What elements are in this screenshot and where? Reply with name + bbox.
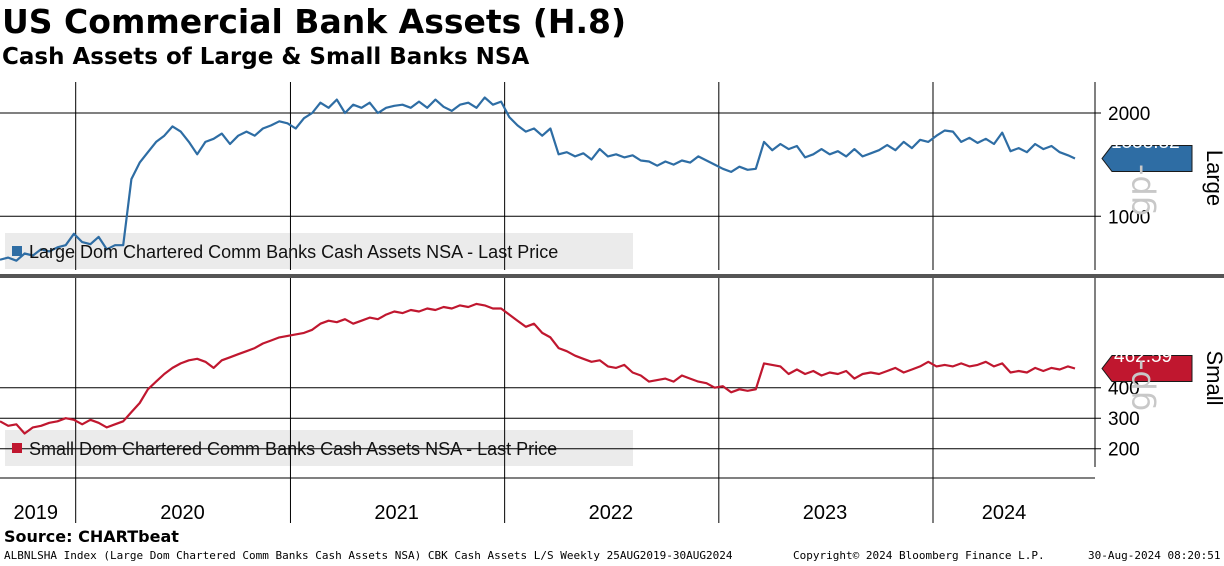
small-panel-label: Small [1202, 350, 1224, 405]
panel-divider [0, 274, 1224, 278]
large-legend-box [5, 233, 633, 269]
small-legend-text: Small Dom Chartered Comm Banks Cash Asse… [29, 439, 557, 459]
x-tick-label-2023: 2023 [803, 502, 848, 524]
x-tick-label-2024: 2024 [982, 502, 1027, 524]
large-last-value-flag [1101, 145, 1193, 173]
source-note: Source: CHARTbeat [4, 527, 179, 546]
x-tick-label-2021: 2021 [374, 502, 419, 524]
page-subtitle: Cash Assets of Large & Small Banks NSA [2, 44, 530, 70]
large-legend-swatch [12, 246, 22, 256]
small-last-value-flag [1101, 355, 1193, 383]
large-ytick-label-2000: 2000 [1108, 104, 1150, 125]
x-axis: 2019 2020 2021 2022 2023 2024 [0, 467, 1095, 524]
footer-copyright: Copyright© 2024 Bloomberg Finance L.P. [793, 549, 1045, 562]
small-ytick-label-400: 400 [1108, 379, 1140, 400]
footer-timestamp: 30-Aug-2024 08:20:51 [1088, 549, 1221, 562]
footer-index-desc: ALBNLSHA Index (Large Dom Chartered Comm… [4, 549, 733, 562]
small-last-value: 462.59 [1114, 346, 1172, 367]
page-title: US Commercial Bank Assets (H.8) [2, 2, 627, 41]
small-legend-box [5, 430, 633, 466]
small-series-line [0, 302, 1076, 435]
large-watermark: gp- [1120, 164, 1158, 216]
large-panel-label: Large [1202, 150, 1224, 206]
x-tick-label-2022: 2022 [589, 502, 634, 524]
large-legend-text: Large Dom Chartered Comm Banks Cash Asse… [29, 242, 558, 262]
x-tick-label-2020: 2020 [160, 502, 205, 524]
panel-small: 200 300 400 Small Dom Chartered Comm Banks… [0, 278, 1224, 467]
panel-large: 1000 2000 Large Dom Chartered Comm Banks … [0, 82, 1224, 270]
small-ytick-label-300: 300 [1108, 409, 1140, 430]
large-last-value: 1558.82 [1111, 132, 1180, 153]
large-ytick-label-1000: 1000 [1108, 207, 1150, 228]
large-series-line [0, 96, 1076, 262]
small-legend-swatch [12, 443, 22, 453]
x-tick-label-2019: 2019 [14, 502, 59, 524]
small-watermark: gp- [1120, 359, 1158, 411]
small-ytick-label-200: 200 [1108, 440, 1140, 461]
